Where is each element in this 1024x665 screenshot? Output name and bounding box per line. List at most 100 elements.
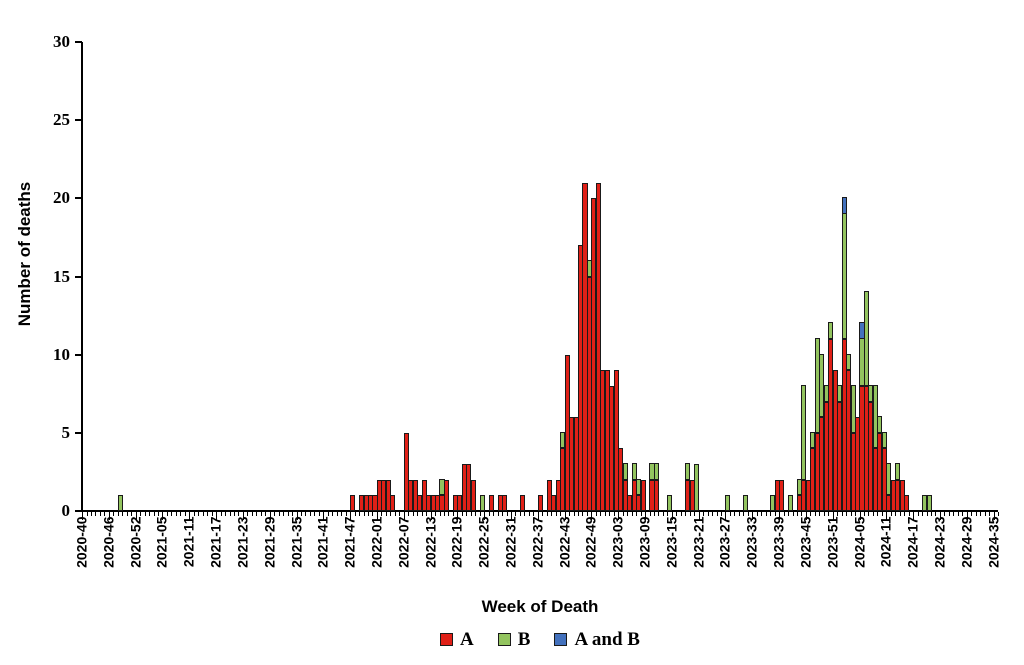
x-minor-tick: [935, 512, 937, 516]
bar-2023-39-A: [779, 479, 785, 511]
bar-2022-24-B: [479, 495, 485, 511]
x-minor-tick: [122, 512, 124, 516]
x-minor-tick: [904, 512, 906, 516]
x-major-tick: [698, 512, 700, 520]
x-minor-tick: [734, 512, 736, 516]
x-major-tick: [671, 512, 673, 520]
x-minor-tick: [578, 512, 579, 516]
x-minor-tick: [126, 512, 128, 516]
x-minor-tick: [99, 512, 101, 516]
x-minor-tick: [327, 512, 329, 516]
x-minor-tick: [998, 512, 999, 516]
x-week-label-2024-23: 2024-23: [931, 516, 948, 568]
x-minor-tick: [435, 512, 436, 516]
x-minor-tick: [372, 512, 374, 516]
x-minor-tick: [975, 512, 977, 516]
x-minor-tick: [265, 512, 267, 516]
x-minor-tick: [171, 512, 173, 516]
x-minor-tick: [689, 512, 691, 516]
x-minor-tick: [247, 512, 249, 516]
x-minor-tick: [895, 512, 897, 516]
x-week-label-2023-51: 2023-51: [824, 516, 841, 568]
bar-2022-39-A: [546, 479, 552, 511]
x-minor-tick: [533, 512, 535, 516]
x-major-tick: [350, 512, 352, 520]
bar-2024-09-B: [877, 416, 883, 433]
legend: A B A and B: [82, 630, 998, 649]
x-major-tick: [779, 512, 781, 520]
x-minor-tick: [595, 512, 597, 516]
x-week-label-2024-17: 2024-17: [904, 516, 921, 568]
legend-swatch-b: [497, 633, 511, 646]
x-minor-tick: [971, 512, 973, 516]
x-minor-tick: [984, 512, 986, 516]
x-axis-line: [79, 510, 998, 512]
x-minor-tick: [497, 512, 499, 516]
y-tick-25: [75, 119, 82, 122]
x-minor-tick: [233, 512, 235, 516]
bar-2023-20-B: [694, 464, 700, 511]
x-minor-tick: [528, 512, 530, 516]
x-minor-tick: [448, 512, 450, 516]
x-minor-tick: [278, 512, 280, 516]
bar-2024-03-B: [850, 384, 856, 433]
x-minor-tick: [600, 512, 602, 516]
x-week-label-2023-15: 2023-15: [663, 516, 680, 568]
bar-2024-02-B: [846, 353, 852, 371]
x-week-label-2022-37: 2022-37: [529, 516, 546, 568]
x-minor-tick: [926, 512, 928, 516]
x-minor-tick: [225, 512, 226, 516]
x-week-label-2021-29: 2021-29: [261, 516, 278, 568]
x-major-tick: [725, 512, 727, 520]
x-week-label-2024-29: 2024-29: [958, 516, 975, 568]
x-major-tick: [859, 512, 861, 520]
x-minor-tick: [287, 512, 289, 516]
x-minor-tick: [502, 512, 503, 516]
x-major-tick: [108, 512, 110, 520]
x-week-label-2022-43: 2022-43: [556, 516, 573, 568]
x-minor-tick: [694, 512, 696, 516]
x-major-tick: [82, 512, 83, 520]
x-week-label-2023-39: 2023-39: [770, 516, 787, 568]
x-minor-tick: [466, 512, 468, 516]
bar-2021-47-A: [350, 495, 356, 511]
y-tick-label-15: 15: [53, 266, 70, 286]
bar-2022-33-A: [519, 495, 525, 511]
x-minor-tick: [560, 512, 562, 516]
x-minor-tick: [309, 512, 311, 516]
x-minor-tick: [551, 512, 553, 516]
x-major-tick: [966, 512, 968, 520]
bar-2022-16-A: [443, 479, 449, 511]
y-tick-label-25: 25: [53, 110, 70, 130]
x-minor-tick: [640, 512, 642, 516]
x-minor-tick: [738, 512, 740, 516]
x-week-label-2022-13: 2022-13: [422, 516, 438, 568]
x-minor-tick: [962, 512, 964, 516]
bar-2023-04-B: [622, 463, 628, 480]
x-minor-tick: [439, 512, 441, 516]
x-minor-tick: [881, 512, 883, 516]
x-minor-tick: [743, 512, 745, 516]
x-week-label-2020-52: 2020-52: [127, 516, 144, 568]
x-week-label-2021-23: 2021-23: [234, 516, 251, 568]
x-minor-tick: [354, 512, 356, 516]
bar-2022-26-A: [488, 495, 494, 511]
plot-area: [82, 42, 998, 511]
legend-swatch-a: [440, 633, 454, 646]
x-week-label-2024-11: 2024-11: [877, 516, 894, 568]
x-major-tick: [939, 512, 941, 520]
x-minor-tick: [461, 512, 463, 516]
y-tick-30: [75, 41, 82, 43]
x-minor-tick: [256, 512, 258, 516]
x-minor-tick: [443, 512, 445, 516]
x-minor-tick: [180, 512, 182, 516]
x-minor-tick: [662, 512, 664, 516]
x-minor-tick: [729, 512, 731, 516]
x-minor-tick: [707, 512, 709, 516]
bar-2024-14-A: [899, 479, 905, 511]
y-tick-label-20: 20: [53, 188, 70, 208]
x-major-tick: [376, 512, 378, 520]
x-week-label-2024-35: 2024-35: [985, 516, 1001, 568]
x-minor-tick: [184, 512, 186, 516]
x-minor-tick: [819, 512, 821, 516]
